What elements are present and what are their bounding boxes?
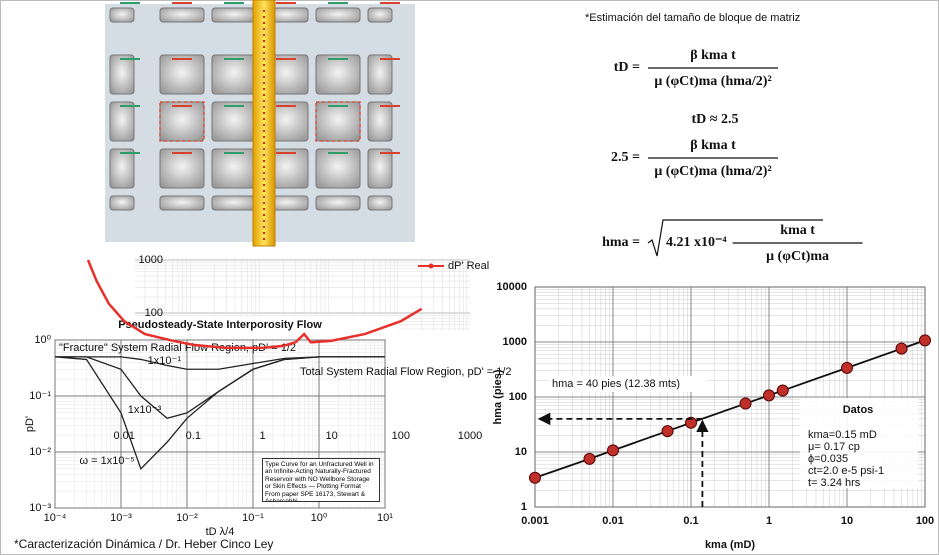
datos-line: ϕ=0.035 — [808, 453, 848, 465]
y-axis-title: hma (pies) — [492, 369, 504, 424]
matrix-block — [368, 102, 392, 141]
slide: *Estimación del tamaño de bloque de matr… — [0, 0, 939, 555]
datos-line: t= 3.24 hrs — [808, 477, 861, 489]
x-tick-label: 10¹ — [377, 512, 393, 524]
matrix-block — [212, 102, 256, 141]
matrix-block — [368, 8, 392, 22]
y-tick-label: 100 — [145, 307, 163, 319]
data-point — [584, 453, 595, 464]
equation-num: kma t — [780, 223, 815, 238]
x-tick-label: 10⁰ — [311, 512, 328, 524]
equation-lhs: 2.5 = — [611, 150, 640, 165]
curve-label: 1x10⁻¹ — [148, 355, 182, 367]
x-tick-label: 10⁻¹ — [242, 512, 264, 524]
matrix-block — [212, 8, 256, 22]
equation-den: μ (φCt)ma (hma/2)² — [654, 74, 771, 89]
equation-lhs: tD = — [614, 60, 640, 75]
matrix-block — [316, 8, 360, 22]
data-point — [896, 343, 907, 354]
equation-num: β kma t — [690, 48, 736, 63]
matrix-block — [212, 55, 256, 94]
x-tick-label: 1000 — [458, 430, 482, 442]
legend-label: dP' Real — [448, 260, 489, 272]
matrix-block — [212, 149, 256, 188]
x-tick-label: 10⁻³ — [110, 512, 132, 524]
matrix-block — [110, 196, 134, 210]
y-tick-label: 10 — [515, 446, 527, 458]
matrix-block — [110, 149, 134, 188]
x-tick-label: 0.1 — [683, 515, 698, 527]
x-axis-title: tD λ/4 — [206, 526, 235, 538]
x-tick-label: 1 — [259, 430, 265, 442]
matrix-block — [110, 8, 134, 22]
datos-line: ct=2.0 e-5 psi-1 — [808, 465, 884, 477]
annotation-box: Type Curve for an Unfractured Well in an… — [262, 458, 380, 504]
annotation: Total System Radial Flow Region, pD' = 1… — [300, 366, 512, 378]
equation: tD ≈ 2.5 — [692, 112, 739, 127]
matrix-block — [160, 8, 204, 22]
annotation: hma = 40 pies (12.38 mts) — [552, 378, 680, 390]
matrix-block — [368, 55, 392, 94]
matrix-block — [316, 102, 360, 141]
data-point — [608, 445, 619, 456]
matrix-block — [316, 196, 360, 210]
data-point — [740, 398, 751, 409]
curve-label: 1x10⁻³ — [128, 404, 162, 416]
data-point — [764, 390, 775, 401]
matrix-block — [316, 149, 360, 188]
y-tick-label: 10⁻³ — [29, 502, 51, 514]
x-tick-label: 0.01 — [113, 430, 134, 442]
matrix-block — [316, 55, 360, 94]
matrix-block — [368, 149, 392, 188]
matrix-block — [160, 102, 204, 141]
data-point — [530, 472, 541, 483]
equation-coef: 4.21 x10⁻⁴ — [666, 235, 727, 250]
curve-label: ω = 1x10⁻⁵ — [80, 455, 135, 467]
x-tick-label: 100 — [916, 515, 934, 527]
matrix-block — [160, 149, 204, 188]
matrix-block — [368, 196, 392, 210]
footer: *Caracterización Dinámica / Dr. Heber Ci… — [14, 537, 273, 551]
y-tick-label: 1 — [521, 501, 527, 513]
data-point — [777, 385, 788, 396]
slide-title: *Estimación del tamaño de bloque de matr… — [585, 12, 800, 24]
x-tick-label: 10⁻² — [176, 512, 198, 524]
x-tick-label: 0.1 — [186, 430, 201, 442]
matrix-block — [160, 55, 204, 94]
x-tick-label: 0.01 — [602, 515, 623, 527]
x-axis-title: kma (mD) — [705, 539, 755, 551]
data-point — [920, 335, 931, 346]
fracture-diagram — [105, 0, 415, 246]
y-tick-label: 10⁰ — [34, 334, 51, 346]
y-tick-label: 10000 — [496, 281, 527, 293]
type-curve-title: Pseudosteady-State Interporosity Flow — [118, 319, 322, 331]
legend-marker — [429, 264, 434, 269]
x-tick-label: 1 — [766, 515, 772, 527]
data-point — [662, 426, 673, 437]
equation-den: μ (φCt)ma — [766, 249, 829, 264]
y-tick-label: 10⁻¹ — [29, 390, 51, 402]
y-tick-label: 1000 — [139, 254, 163, 266]
datos-title: Datos — [843, 404, 874, 416]
data-point — [842, 362, 853, 373]
equation-lhs: hma = — [602, 235, 640, 250]
x-tick-label: 100 — [392, 430, 410, 442]
matrix-block — [110, 102, 134, 141]
y-tick-label: 10⁻² — [29, 446, 51, 458]
x-tick-label: 10 — [841, 515, 853, 527]
datos-line: kma=0.15 mD — [808, 429, 877, 441]
equation-num: β kma t — [690, 138, 736, 153]
annotation-note: Type Curve for an Unfractured Well in an… — [262, 458, 380, 502]
y-axis-title: pD' — [24, 416, 36, 432]
matrix-block — [212, 196, 256, 210]
matrix-block — [110, 55, 134, 94]
x-tick-label: 0.001 — [521, 515, 549, 527]
matrix-block — [160, 196, 204, 210]
x-tick-label: 10 — [326, 430, 338, 442]
y-tick-label: 100 — [509, 391, 527, 403]
datos-line: μ= 0.17 cp — [808, 441, 860, 453]
y-tick-label: 1000 — [503, 336, 527, 348]
equation-den: μ (φCt)ma (hma/2)² — [654, 164, 771, 179]
